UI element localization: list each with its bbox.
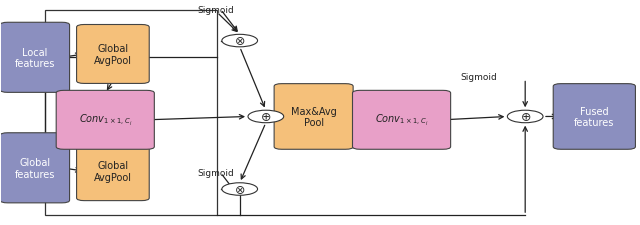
Text: Global
features: Global features (15, 157, 55, 179)
Bar (45, 11, 217, 215)
Text: Fused
features: Fused features (574, 106, 614, 128)
Text: Local
features: Local features (15, 47, 55, 69)
Text: Sigmoid: Sigmoid (198, 169, 234, 178)
FancyBboxPatch shape (0, 133, 70, 203)
Circle shape (508, 111, 543, 123)
Text: Sigmoid: Sigmoid (460, 72, 497, 81)
FancyBboxPatch shape (553, 84, 636, 150)
Text: Max&Avg
Pool: Max&Avg Pool (291, 106, 337, 128)
FancyBboxPatch shape (0, 23, 70, 93)
Text: $\otimes$: $\otimes$ (234, 183, 245, 196)
Text: Sigmoid: Sigmoid (198, 6, 234, 15)
FancyBboxPatch shape (274, 84, 353, 150)
Circle shape (248, 111, 284, 123)
Text: Global
AvgPool: Global AvgPool (94, 44, 132, 65)
Text: $\otimes$: $\otimes$ (234, 35, 245, 48)
FancyBboxPatch shape (77, 142, 149, 201)
Circle shape (222, 183, 257, 195)
FancyBboxPatch shape (56, 91, 154, 150)
Text: $\oplus$: $\oplus$ (260, 110, 271, 124)
Text: $\mathit{Conv}_{1\times1,C_i}$: $\mathit{Conv}_{1\times1,C_i}$ (375, 113, 428, 128)
Text: Global
AvgPool: Global AvgPool (94, 161, 132, 182)
FancyBboxPatch shape (353, 91, 451, 150)
Text: $\mathit{Conv}_{1\times1,C_i}$: $\mathit{Conv}_{1\times1,C_i}$ (79, 113, 132, 128)
FancyBboxPatch shape (77, 25, 149, 84)
Circle shape (222, 35, 257, 48)
Text: $\oplus$: $\oplus$ (520, 110, 531, 124)
